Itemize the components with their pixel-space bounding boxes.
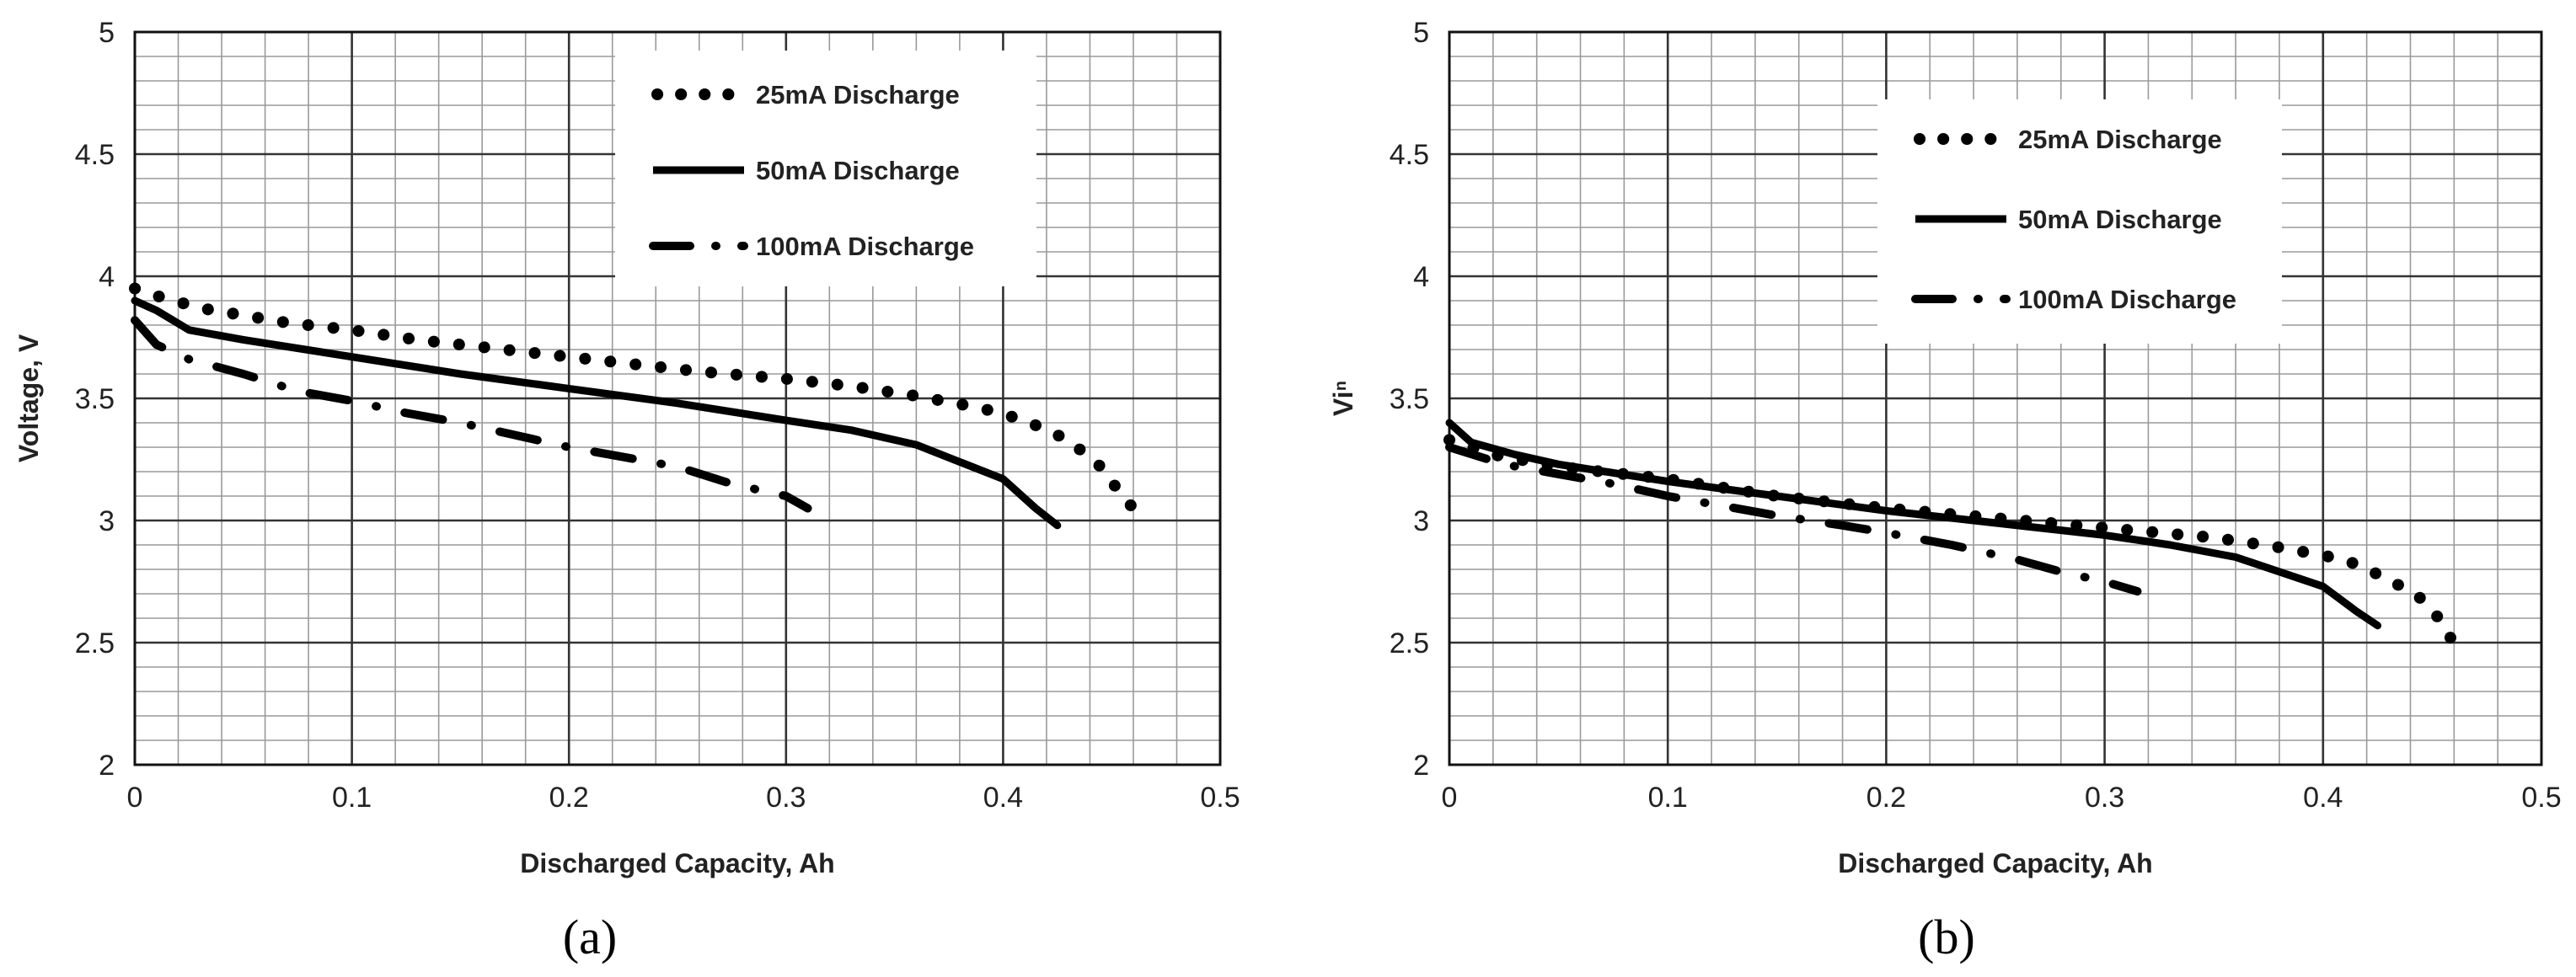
y-axis-title: Viⁿ	[1328, 381, 1358, 416]
y-tick-label: 3	[1413, 505, 1429, 537]
x-tick-label: 0.5	[2521, 782, 2561, 814]
plot-frame	[1448, 30, 2543, 766]
legend-label: 25mA Discharge	[2018, 125, 2222, 154]
series-3	[1445, 443, 2142, 596]
x-tick-label: 0.1	[1648, 782, 1688, 814]
y-tick-label: 4.5	[75, 139, 115, 171]
y-axis-title: Voltage, V	[13, 334, 44, 462]
y-tick-label: 3.5	[1390, 383, 1429, 415]
y-tick-label: 3.5	[75, 383, 115, 415]
series-3	[131, 316, 812, 513]
y-tick-label: 2.5	[75, 627, 115, 659]
legend-label: 50mA Discharge	[2018, 205, 2222, 234]
x-axis-title: Discharged Capacity, Ah	[520, 848, 834, 878]
series-line	[131, 316, 812, 513]
series-line	[129, 282, 1139, 515]
chart-a: 0 0.1 0.2 0.3 0.4 0.5 2 2.5 3 3.5 4 4.5 5 Discharged …	[13, 17, 1240, 964]
x-tick-label: 0	[1442, 782, 1458, 814]
x-tick-label: 0.4	[2303, 782, 2343, 814]
x-tick-label: 0.1	[332, 782, 372, 814]
x-tick-label: 0.2	[1866, 782, 1906, 814]
series-1	[129, 282, 1139, 515]
y-tick-label: 4	[99, 261, 115, 293]
series-line	[1445, 443, 2142, 596]
x-tick-label: 0	[127, 782, 143, 814]
series-2	[1445, 419, 2382, 630]
legend: 25mA Discharge 50mA Discharge 100mA Discha…	[615, 51, 1036, 286]
y-tick-label: 3	[99, 505, 115, 537]
series-line	[131, 296, 1062, 530]
series-line	[1445, 419, 2382, 630]
y-tick-label: 4	[1413, 261, 1429, 293]
x-tick-label: 0.3	[766, 782, 806, 814]
y-tick-label: 5	[1413, 17, 1429, 49]
y-tick-label: 2	[99, 750, 115, 782]
x-tick-label: 0.4	[983, 782, 1023, 814]
x-tick-label: 0.5	[1200, 782, 1240, 814]
plot-frame	[133, 30, 1222, 766]
x-axis-title: Discharged Capacity, Ah	[1838, 848, 2152, 878]
y-tick-label: 2	[1413, 750, 1429, 782]
legend-label: 25mA Discharge	[756, 80, 960, 109]
x-tick-label: 0.3	[2085, 782, 2124, 814]
legend-label: 100mA Discharge	[756, 232, 974, 261]
chart-b: 0 0.1 0.2 0.3 0.4 0.5 2 2.5 3 3.5 4 4.5 5 Discharged …	[1328, 17, 2562, 964]
y-tick-label: 2.5	[1390, 627, 1429, 659]
panel-label: (b)	[1918, 910, 1975, 964]
series-2	[131, 296, 1062, 530]
legend-label: 50mA Discharge	[756, 156, 960, 185]
panel-label: (a)	[563, 910, 617, 964]
y-tick-label: 4.5	[1390, 139, 1429, 171]
y-tick-label: 5	[99, 17, 115, 49]
legend: 25mA Discharge 50mA Discharge 100mA Discha…	[1877, 99, 2282, 344]
legend-label: 100mA Discharge	[2018, 285, 2236, 314]
x-tick-label: 0.2	[549, 782, 589, 814]
